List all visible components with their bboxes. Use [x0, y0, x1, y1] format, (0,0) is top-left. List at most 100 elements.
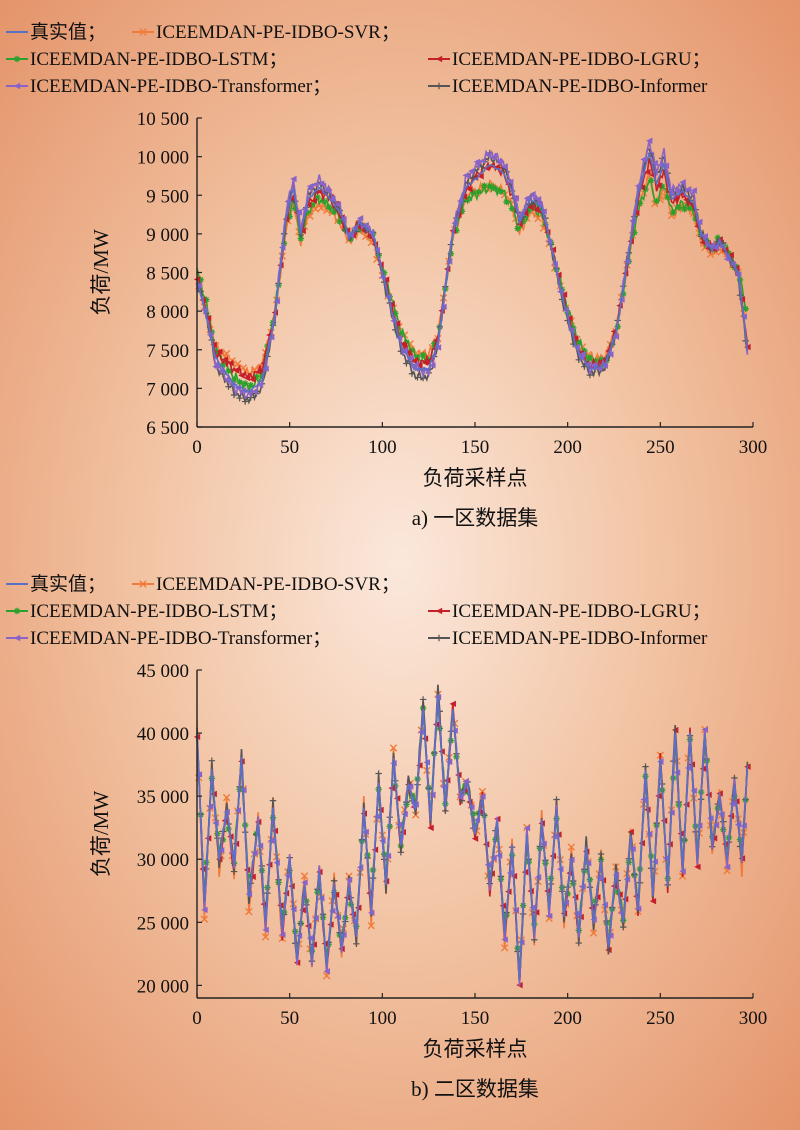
chart-a-xtick-label-6: 300 [739, 437, 768, 458]
chart-b-series-3-point-153 [477, 808, 484, 816]
chart-a-ytick-label-1: 7 000 [146, 379, 189, 400]
chart-a-series-2-point-218 [597, 356, 605, 363]
chart-a-series-3-point-123 [421, 359, 429, 366]
chart-a-series-2-point-167 [503, 198, 510, 206]
chart-b-xtick-label-6: 300 [739, 1008, 768, 1029]
chart-a-series-4-point-154 [479, 157, 486, 165]
chart-a-series-2-point-71 [325, 203, 332, 210]
chart-a-series-4-point-112 [401, 347, 408, 354]
chart-a-series-2-point-293 [736, 276, 744, 284]
chart-b-xtick-label-2: 100 [368, 1008, 397, 1029]
chart-b-series-3-point-234 [627, 828, 634, 836]
chart-a-ytick-label-5: 9 000 [146, 225, 189, 246]
chart-b-ytick-label-4: 40 000 [137, 724, 189, 745]
chart-a-series-3-point-27 [243, 374, 251, 382]
chart-b-xtick-label-0: 0 [192, 1008, 202, 1029]
chart-a-series-4-point-67 [317, 180, 325, 187]
chart-b-series-4-point-94 [368, 909, 375, 917]
chart-a-series-5-point-17 [225, 383, 232, 390]
chart-b-series-3-point-30 [249, 873, 256, 880]
chart-a-legend-marker-4 [13, 82, 21, 90]
chart-a-series-4-point-130 [434, 344, 442, 351]
chart-a-series-3-point-24 [238, 372, 245, 379]
chart-b-ytick-label-1: 25 000 [137, 913, 189, 934]
chart-a-series-2-point-215 [592, 357, 599, 365]
chart-a-series-4-point-148 [468, 167, 475, 175]
chart-b-legend-label-3: ICEEMDAN-PE-IDBO-LGRU； [452, 601, 711, 622]
chart-a-series-4-point-250 [657, 161, 664, 169]
chart-a-series-3-point-18 [227, 359, 234, 367]
chart-a-series-3-point-204 [571, 335, 579, 342]
chart-a-series-2-point-158 [486, 182, 494, 190]
chart-a-series-4-point-76 [334, 201, 342, 208]
chart-b-legend-label-4: ICEEMDAN-PE-IDBO-Transformer； [30, 628, 331, 649]
chart-a-series-2-point-179 [525, 207, 532, 214]
chart-b-xtick-label-5: 250 [646, 1008, 675, 1029]
chart-a-series-4-point-37 [262, 365, 269, 372]
chart-a-series-3-point-291 [733, 264, 740, 272]
chart-a-series-4-point-163 [495, 159, 503, 166]
chart-a-series-3-point-9 [210, 341, 217, 348]
chart-b-series-5-point-206 [575, 939, 582, 947]
chart-b-series-5-point-86 [353, 940, 360, 948]
chart-a-series-3-point-117 [410, 357, 418, 365]
chart-b-series-5-point-8 [208, 757, 216, 764]
chart-a-series-3-point-177 [521, 210, 529, 217]
chart-a-series-3-point-105 [388, 300, 395, 308]
chart-b-series-5-point-122 [419, 696, 427, 703]
chart-panel-a: 真实值； ICEEMDAN-PE-IDBO-SVR； ICEEMDAN-PE-IDB… [0, 0, 800, 560]
chart-a-ytick-label-2: 7 500 [146, 341, 189, 362]
chart-a-series-0 [196, 151, 749, 393]
chart-a-series-4-point-262 [679, 179, 686, 186]
chart-b-series-4-point-190 [545, 912, 553, 920]
chart-a-series-3-point-114 [405, 349, 412, 356]
chart-b-ytick-label-0: 20 000 [137, 976, 189, 997]
chart-a-series-4-point-166 [501, 163, 508, 170]
chart-a-series-4-point-181 [529, 190, 536, 198]
chart-a-x-axis-title: 负荷采样点 [423, 466, 528, 490]
chart-a-svg: 真实值； ICEEMDAN-PE-IDBO-SVR； ICEEMDAN-PE-IDB… [6, 21, 768, 530]
chart-a-series-4-point-172 [512, 195, 519, 202]
chart-a-series-2-point-110 [397, 331, 405, 338]
chart-a-series-3-point-63 [310, 197, 317, 205]
chart-b-series-5-point-194 [553, 796, 560, 803]
chart-a-ytick-label-7: 10 000 [137, 148, 189, 169]
chart-a-series-2-point-170 [508, 205, 516, 212]
chart-a-caption: a) 一区数据集 [412, 506, 539, 530]
chart-a-legend-label-0: 真实值； [30, 21, 106, 43]
chart-a-series-2-point-248 [653, 197, 660, 205]
chart-b-series-1-point-106 [389, 744, 398, 752]
chart-a-series-line-0 [196, 151, 749, 393]
chart-b-series-4-point-178 [523, 824, 531, 832]
chart-a-series-4-point-241 [640, 156, 647, 163]
chart-a-series-2-point-281 [714, 234, 721, 241]
chart-b-xtick-label-4: 200 [553, 1008, 582, 1029]
chart-a-series-2-point-56 [297, 235, 304, 242]
chart-b-series-1-point-214 [589, 929, 598, 937]
chart-b-legend-marker-1 [139, 580, 147, 588]
chart-a-series-2-point-53 [292, 205, 299, 212]
chart-b-series-4-point-274 [701, 726, 709, 733]
chart-b-series-1-point-154 [478, 787, 487, 796]
chart-b-ytick-label-3: 35 000 [137, 787, 189, 808]
chart-b-series-4-point-70 [323, 968, 330, 975]
chart-a-series-4-point-178 [523, 195, 531, 202]
chart-a-series-3-point-60 [305, 201, 312, 209]
chart-a-series-2-point-245 [647, 177, 655, 184]
chart-b-series-2-point-146 [464, 789, 471, 796]
chart-a-series-5-point-167 [503, 168, 510, 176]
chart-b-series-4-point-142 [456, 793, 464, 801]
chart-a-series-4-point-151 [473, 158, 481, 166]
chart-a-series-2-point-155 [481, 182, 488, 189]
chart-a-series-2-point-50 [286, 213, 293, 220]
chart-b-series-4-point-46 [279, 931, 286, 939]
chart-a-series-4-point-10 [212, 363, 219, 370]
chart-b-series-2-point-149 [469, 810, 477, 818]
chart-a-series-3 [193, 158, 751, 383]
chart-b-legend-label-1: ICEEMDAN-PE-IDBO-SVR； [156, 574, 400, 595]
chart-a-series-4-point-226 [612, 333, 620, 340]
chart-a-legend-marker-3 [435, 55, 443, 63]
chart-a-series-4-point-31 [251, 388, 258, 395]
chart-a-series-3-point-66 [316, 188, 323, 195]
chart-b-series-1-point-166 [500, 944, 509, 952]
